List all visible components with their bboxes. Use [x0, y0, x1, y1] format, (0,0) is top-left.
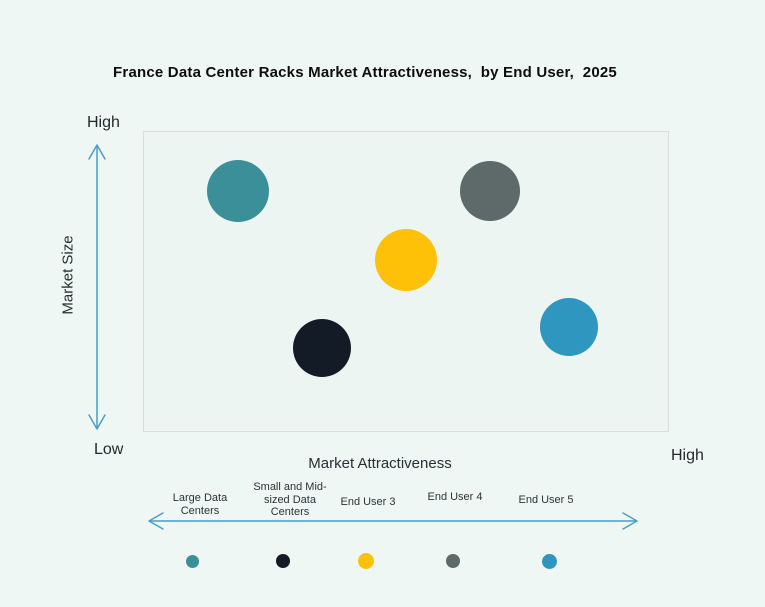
- bubble-end-user-4: [460, 161, 521, 222]
- legend-dot-small-and-mid-sized-data-centers: [276, 554, 290, 568]
- chart-title: France Data Center Racks Market Attracti…: [113, 64, 617, 81]
- legend-label-small-and-mid-sized-data-centers: Small and Mid-sized Data Centers: [253, 481, 327, 518]
- legend-label-end-user-5: End User 5: [518, 494, 574, 506]
- legend-dot-end-user-3: [358, 553, 374, 569]
- legend-label-large-data-centers: Large Data Centers: [172, 492, 228, 517]
- y-axis-title: Market Size: [59, 235, 77, 315]
- legend-label-end-user-4: End User 4: [427, 491, 483, 503]
- legend-dot-end-user-5: [541, 553, 557, 569]
- legend-dot-end-user-4: [446, 554, 460, 568]
- y-axis-low-label: Low: [94, 441, 124, 458]
- x-axis-title: Market Attractiveness: [308, 455, 452, 472]
- legend-label-end-user-3: End User 3: [340, 496, 396, 508]
- bubble-large-data-centers: [206, 160, 269, 223]
- bubble-end-user-5: [540, 297, 599, 356]
- y-axis-arrow: [88, 144, 106, 430]
- bubble-end-user-3: [375, 229, 437, 292]
- y-axis-high-label: High: [87, 114, 120, 131]
- x-axis-high-label: High: [671, 447, 704, 464]
- legend-dot-large-data-centers: [185, 554, 199, 568]
- bubble-small-and-mid-sized-data-centers: [292, 318, 351, 377]
